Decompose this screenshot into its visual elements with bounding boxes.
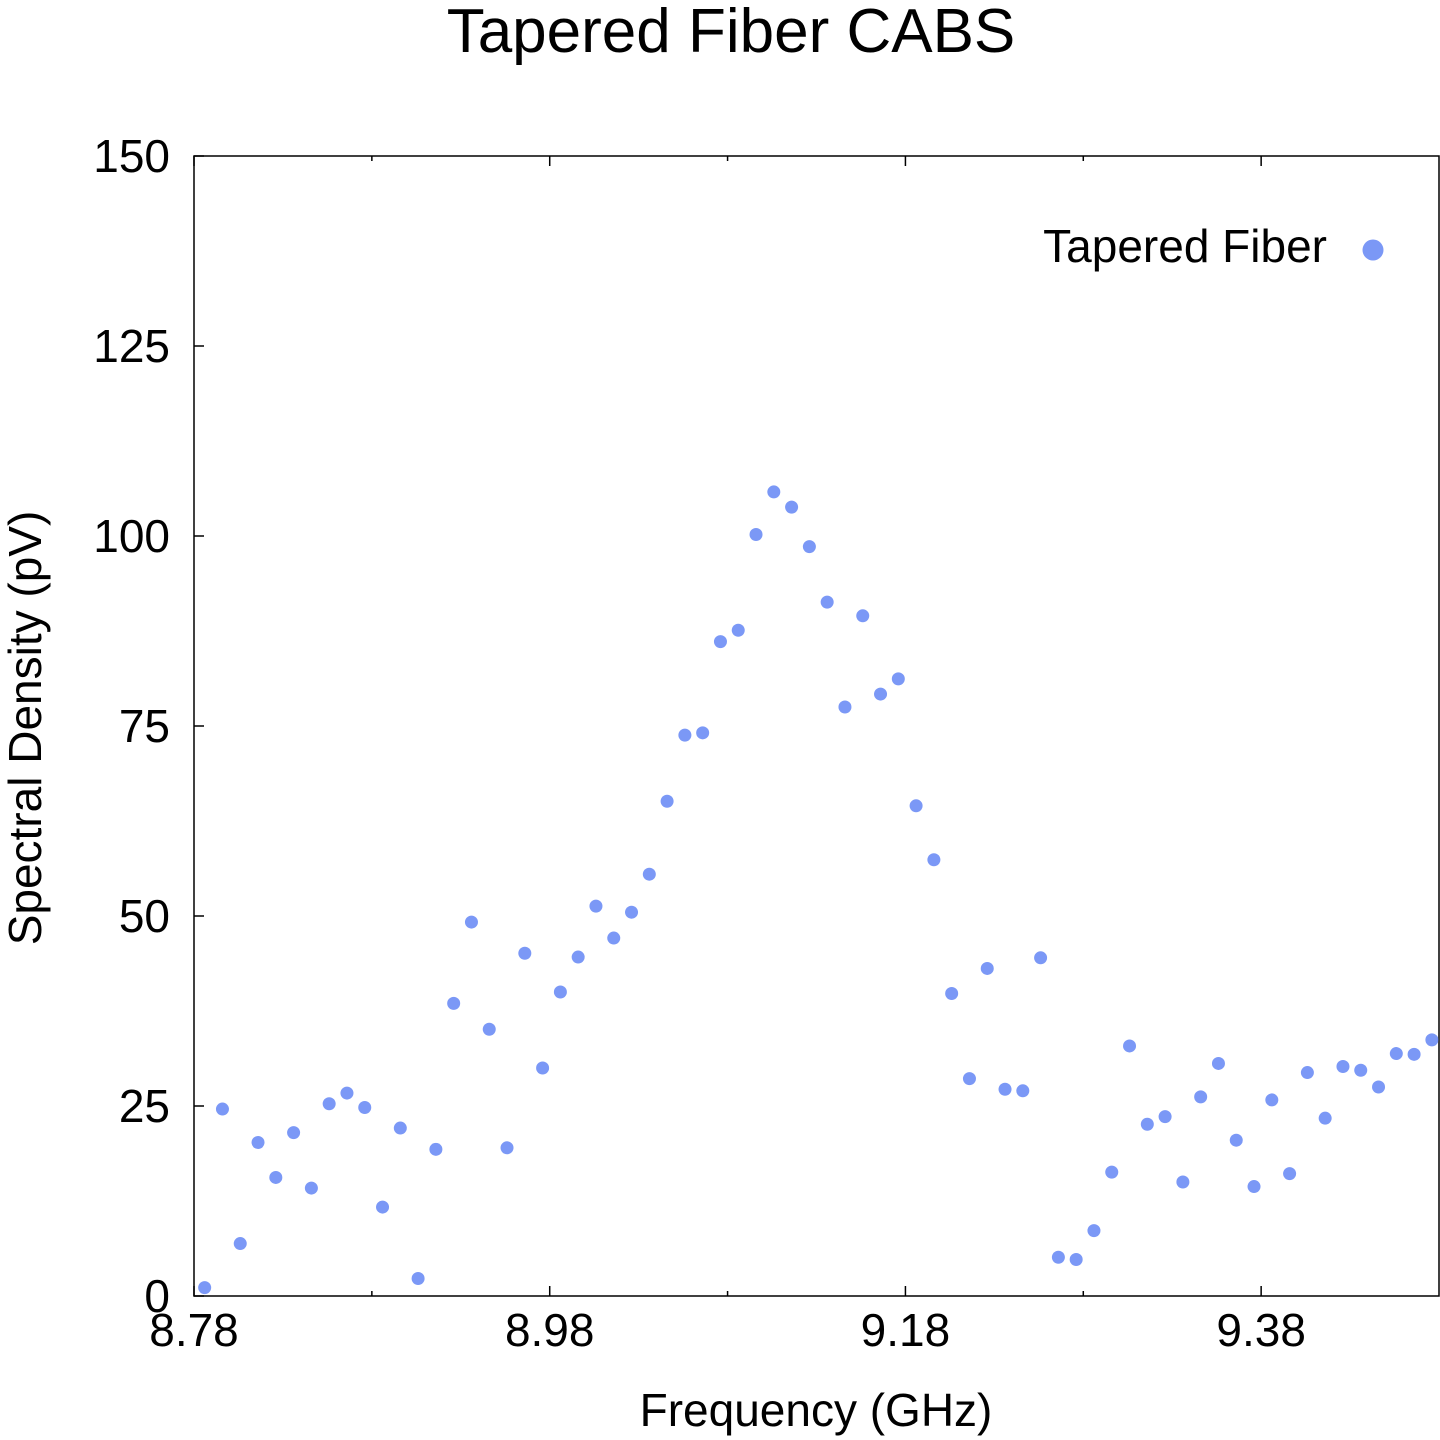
data-point xyxy=(1354,1063,1368,1077)
data-point xyxy=(660,794,674,808)
data-point xyxy=(1300,1066,1314,1080)
data-point xyxy=(358,1101,372,1115)
data-point xyxy=(642,867,656,881)
data-point xyxy=(767,485,781,499)
data-point xyxy=(233,1237,247,1251)
data-point xyxy=(1283,1167,1297,1181)
data-point xyxy=(1034,951,1048,965)
data-point xyxy=(802,540,816,554)
data-point xyxy=(376,1200,390,1214)
data-point xyxy=(536,1061,550,1075)
data-point xyxy=(393,1121,407,1135)
data-point xyxy=(1407,1047,1421,1061)
data-point xyxy=(1087,1224,1101,1238)
data-point xyxy=(464,915,478,929)
data-point xyxy=(1051,1250,1065,1264)
data-point xyxy=(874,687,888,701)
data-point xyxy=(909,799,923,813)
data-point xyxy=(1247,1180,1261,1194)
data-point xyxy=(500,1141,514,1155)
data-point xyxy=(625,905,639,919)
plot-frame xyxy=(193,155,1440,1297)
y-tick-label: 0 xyxy=(144,1270,170,1322)
y-axis-label: Spectral Density (pV) xyxy=(0,511,51,946)
data-point xyxy=(820,595,834,609)
data-point xyxy=(1265,1093,1279,1107)
data-point xyxy=(287,1126,301,1140)
data-point xyxy=(553,985,567,999)
data-point xyxy=(785,500,799,514)
data-point xyxy=(269,1170,283,1184)
data-point xyxy=(429,1142,443,1156)
x-tick-label: 9.38 xyxy=(1216,1304,1306,1356)
data-point xyxy=(856,609,870,623)
data-point xyxy=(1372,1080,1386,1094)
data-point xyxy=(589,899,603,913)
x-tick-label: 8.98 xyxy=(505,1304,595,1356)
data-point xyxy=(1194,1090,1208,1104)
data-point xyxy=(198,1281,212,1295)
data-point xyxy=(1211,1056,1225,1070)
data-point xyxy=(322,1097,336,1111)
data-point xyxy=(1318,1111,1332,1125)
data-point xyxy=(1123,1039,1137,1053)
y-axis: 0 25 50 75 100 125 150 xyxy=(93,130,204,1322)
data-point xyxy=(1389,1047,1403,1061)
data-point xyxy=(945,987,959,1001)
data-points xyxy=(198,485,1439,1295)
data-point xyxy=(927,853,941,867)
data-point xyxy=(891,672,905,686)
data-point xyxy=(482,1022,496,1036)
legend: Tapered Fiber xyxy=(1043,220,1384,272)
y-tick-label: 125 xyxy=(93,320,170,372)
data-point xyxy=(980,961,994,975)
data-point xyxy=(1425,1033,1439,1047)
data-point xyxy=(251,1135,265,1149)
y-tick-label: 150 xyxy=(93,130,170,182)
data-point xyxy=(1105,1165,1119,1179)
data-point xyxy=(1176,1175,1190,1189)
data-point xyxy=(838,700,852,714)
y-tick-label: 100 xyxy=(93,510,170,562)
data-point xyxy=(571,950,585,964)
y-tick-label: 75 xyxy=(119,700,170,752)
legend-label: Tapered Fiber xyxy=(1043,220,1327,272)
x-tick-label: 9.18 xyxy=(861,1304,951,1356)
data-point xyxy=(713,635,727,649)
data-point xyxy=(749,527,763,541)
data-point xyxy=(215,1102,229,1116)
y-tick-label: 50 xyxy=(119,890,170,942)
data-point xyxy=(411,1272,425,1286)
data-point xyxy=(607,931,621,945)
data-point xyxy=(1140,1117,1154,1131)
data-point xyxy=(304,1181,318,1195)
data-point xyxy=(1229,1133,1243,1147)
data-point xyxy=(518,946,532,960)
data-point xyxy=(962,1072,976,1086)
x-axis-label: Frequency (GHz) xyxy=(640,1384,993,1436)
data-point xyxy=(340,1086,354,1100)
x-tick-label: 8.78 xyxy=(149,1304,239,1356)
data-point xyxy=(696,726,710,740)
legend-marker xyxy=(1362,239,1384,261)
data-point xyxy=(1336,1059,1350,1073)
x-axis: 8.78 8.98 9.18 9.38 xyxy=(149,156,1306,1356)
data-point xyxy=(447,996,461,1010)
data-point xyxy=(998,1082,1012,1096)
data-point xyxy=(678,728,692,742)
data-point xyxy=(1016,1084,1030,1098)
data-point xyxy=(731,623,745,637)
data-point xyxy=(1069,1253,1083,1267)
data-point xyxy=(1158,1110,1172,1124)
y-tick-label: 25 xyxy=(119,1080,170,1132)
chart-title: Tapered Fiber CABS xyxy=(447,0,1016,66)
